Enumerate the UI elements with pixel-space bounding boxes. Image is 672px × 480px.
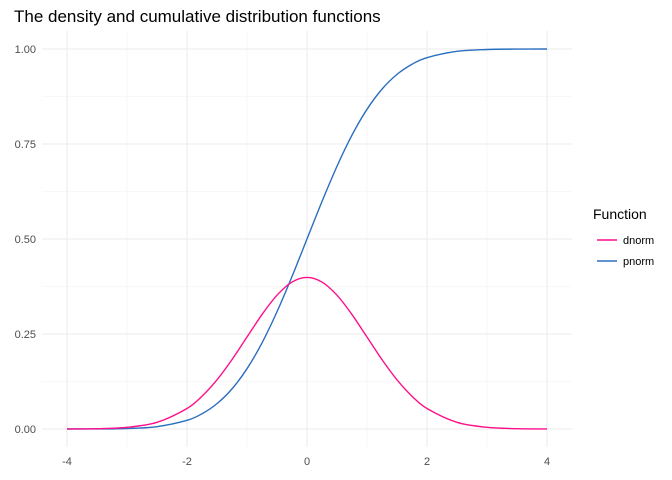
series-line-dnorm [66,276,548,430]
y-tick-label: 0.50 [15,234,36,246]
legend-label-dnorm: dnorm [623,235,654,247]
legend-title: Function [593,206,647,222]
legend: Function dnorm pnorm [593,206,654,268]
series-line-pnorm [66,48,548,430]
x-tick-labels: -4 -2 0 2 4 [62,456,550,468]
y-tick-label: 1.00 [15,44,36,56]
series-layer [66,48,548,430]
y-tick-label: 0.25 [15,329,36,341]
y-tick-label: 0.00 [15,424,36,436]
y-tick-label: 0.75 [15,139,36,151]
x-tick-label: 4 [544,456,550,468]
y-tick-labels: 0.00 0.25 0.50 0.75 1.00 [15,44,36,436]
x-tick-label: 0 [304,456,310,468]
x-tick-label: -4 [62,456,72,468]
x-tick-label: -2 [182,456,192,468]
legend-label-pnorm: pnorm [623,256,654,268]
x-tick-label: 2 [424,456,430,468]
chart-title: The density and cumulative distribution … [14,7,381,26]
